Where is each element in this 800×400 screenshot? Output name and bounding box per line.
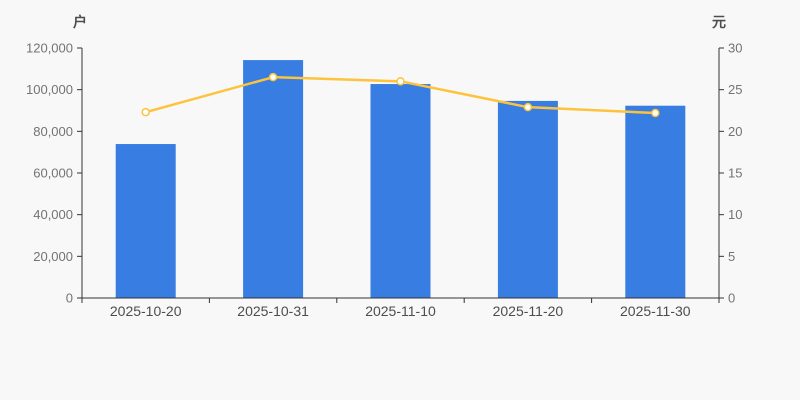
right-axis-tick-label-2: 10 <box>728 207 742 222</box>
right-axis-tick-label-4: 20 <box>728 124 742 139</box>
left-axis-tick-label-5: 100,000 <box>26 82 73 97</box>
right-axis-tick-label-3: 15 <box>728 166 742 181</box>
bar-2025-10-31[interactable] <box>243 60 304 299</box>
line-point-2025-11-10[interactable] <box>396 77 405 86</box>
left-axis-tick-label-4: 80,000 <box>33 124 73 139</box>
bar-2025-11-20[interactable] <box>497 100 558 299</box>
right-axis-unit-label: 元 <box>712 14 726 30</box>
right-axis-tick-label-6: 30 <box>728 41 742 56</box>
x-axis-category-label-1: 2025-10-31 <box>237 303 309 319</box>
x-axis-category-label-4: 2025-11-30 <box>620 303 691 319</box>
left-axis-tick-label-1: 20,000 <box>33 249 73 264</box>
x-axis-category-label-2: 2025-11-10 <box>365 303 436 319</box>
line-point-2025-11-20[interactable] <box>523 102 533 112</box>
left-axis-tick-label-0: 0 <box>66 291 73 306</box>
bar-2025-11-10[interactable] <box>370 84 431 299</box>
left-axis-tick-label-6: 120,000 <box>26 41 73 56</box>
right-axis-tick-label-5: 25 <box>728 82 742 97</box>
line-group <box>141 72 660 118</box>
line-point-2025-10-31[interactable] <box>268 72 278 82</box>
bar-2025-11-30[interactable] <box>625 105 686 298</box>
bar-2025-10-20[interactable] <box>115 144 176 298</box>
bars-group <box>115 60 686 299</box>
right-axis-tick-label-1: 5 <box>728 249 735 264</box>
x-axis-category-label-0: 2025-10-20 <box>110 303 182 319</box>
left-axis-tick-label-3: 60,000 <box>33 166 73 181</box>
x-axis-category-label-3: 2025-11-20 <box>493 303 564 319</box>
left-axis-unit-label: 户 <box>73 14 87 30</box>
right-axis-tick-label-0: 0 <box>728 291 735 306</box>
line-point-2025-10-20[interactable] <box>141 107 150 117</box>
left-axis-tick-label-2: 40,000 <box>33 207 73 222</box>
axes-group: 0 0 20,000 5 40,000 10 60,000 15 80,000 20 100,000… <box>26 41 742 320</box>
line-point-2025-11-30[interactable] <box>651 108 660 118</box>
